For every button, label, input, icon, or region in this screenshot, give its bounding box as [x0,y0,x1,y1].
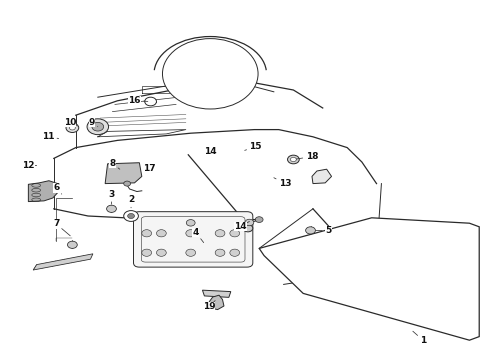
Text: 16: 16 [128,96,147,105]
Circle shape [215,230,224,237]
Circle shape [142,230,151,237]
Text: 9: 9 [88,118,98,127]
Text: 1: 1 [412,331,425,345]
Text: 14: 14 [203,147,216,156]
Text: 12: 12 [22,161,37,170]
Circle shape [127,213,134,219]
Circle shape [229,249,239,256]
Circle shape [123,181,130,186]
Text: 10: 10 [63,118,77,127]
Text: 14: 14 [234,221,249,231]
Circle shape [123,211,138,221]
Text: 19: 19 [202,301,215,311]
Circle shape [215,249,224,256]
Circle shape [185,230,195,237]
Text: 2: 2 [128,195,134,208]
Text: 18: 18 [296,152,318,161]
Circle shape [106,205,116,212]
Circle shape [144,97,156,106]
Circle shape [287,155,299,164]
Text: 8: 8 [109,159,120,169]
Circle shape [156,249,166,256]
Circle shape [229,230,239,237]
Circle shape [290,157,296,162]
Text: 6: 6 [53,184,61,194]
Circle shape [162,39,258,109]
FancyBboxPatch shape [133,212,252,267]
Text: 17: 17 [142,163,155,172]
Polygon shape [105,163,142,184]
Text: 15: 15 [244,143,262,152]
Circle shape [69,126,75,130]
Text: 11: 11 [41,132,59,140]
Circle shape [244,219,253,226]
Text: 7: 7 [53,219,70,236]
Circle shape [185,249,195,256]
Polygon shape [259,218,478,340]
Circle shape [156,230,166,237]
Text: 3: 3 [108,190,114,204]
Text: 13: 13 [273,178,291,188]
Circle shape [243,225,252,232]
Circle shape [142,249,151,256]
Circle shape [305,227,315,234]
Circle shape [87,119,108,135]
Circle shape [92,122,103,131]
Polygon shape [311,169,331,184]
Polygon shape [33,254,93,270]
Polygon shape [202,290,230,297]
Text: 5: 5 [315,226,331,235]
Circle shape [255,217,263,222]
Polygon shape [28,181,59,202]
Text: 4: 4 [192,228,203,243]
Circle shape [66,123,79,132]
Circle shape [67,241,77,248]
Circle shape [186,220,195,226]
Polygon shape [209,295,224,310]
